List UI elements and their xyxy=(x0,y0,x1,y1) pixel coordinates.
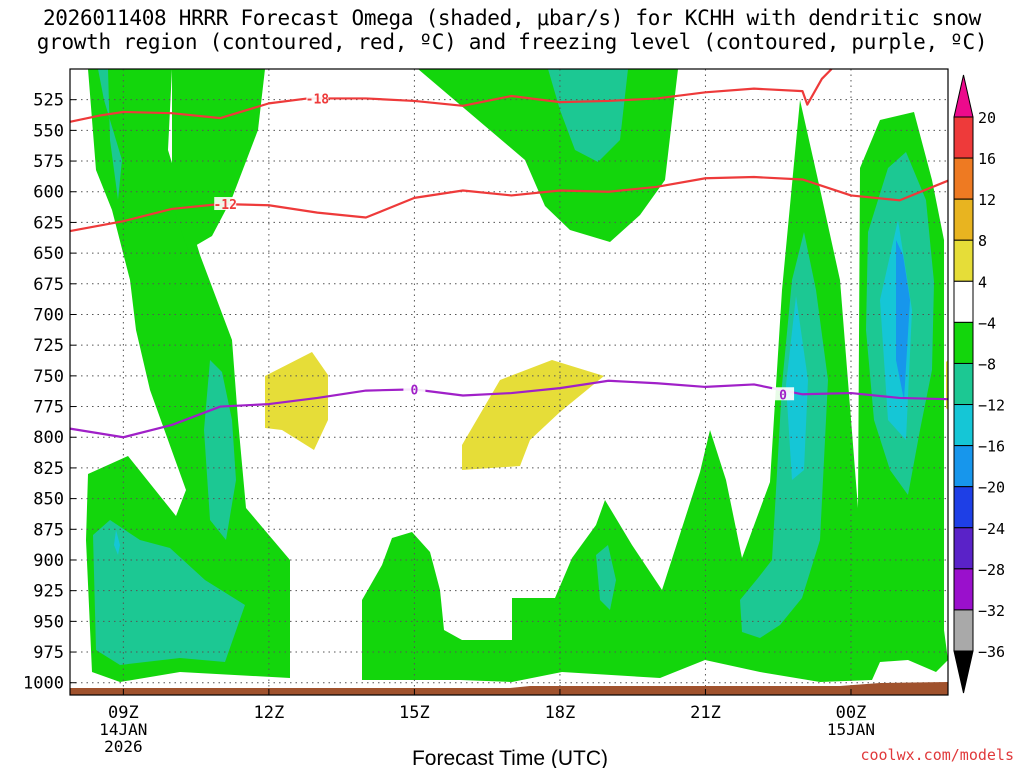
contour-label-bg xyxy=(403,382,426,396)
axes: 525 550 575 600 625 650 675 700 725 750 775 800 825 8… xyxy=(23,68,949,756)
x-tick-label: 15Z xyxy=(399,703,430,723)
x-tick-label: 18Z xyxy=(545,703,576,723)
colorbar-swatch xyxy=(953,321,974,364)
title-line-1: 2026011408 HRRR Forecast Omega (shaded, … xyxy=(42,6,982,30)
colorbar-swatch xyxy=(953,445,974,488)
colorbar-label: −32 xyxy=(978,602,1005,620)
contour-label: -18 xyxy=(306,92,330,107)
omega-region xyxy=(548,69,628,162)
colorbar: 20 16 12 8 4 −4 −8 −12 −16 −20 −24 −28 −32 −36 xyxy=(953,74,1005,694)
y-tick-label: 625 xyxy=(33,213,64,233)
colorbar-label: −8 xyxy=(978,355,996,373)
x-tick-label: 09Z xyxy=(108,703,139,723)
title-line-2: growth region (contoured, red, ºC) and f… xyxy=(36,30,988,54)
y-tick-label: 725 xyxy=(33,336,64,356)
contour-label-bg xyxy=(306,91,329,105)
y-tick-label: 800 xyxy=(33,428,64,448)
y-tick-label: 650 xyxy=(33,244,64,264)
contour-label: -12 xyxy=(213,198,236,213)
chart-title: 2026011408 HRRR Forecast Omega (shaded, … xyxy=(0,6,1024,54)
colorbar-swatch xyxy=(953,239,974,282)
x-axis-label: Forecast Time (UTC) xyxy=(412,747,608,768)
colorbar-bottom-arrow xyxy=(953,650,974,694)
omega-region xyxy=(204,360,236,540)
contour-label-bg xyxy=(772,387,795,401)
contour-line xyxy=(69,379,949,439)
y-tick-label: 975 xyxy=(33,643,64,663)
terrain-band xyxy=(70,682,948,695)
x-tick-label: 00Z xyxy=(836,703,867,723)
colorbar-label: 20 xyxy=(978,109,996,127)
y-tick-label: 775 xyxy=(33,398,64,418)
terrain-surface xyxy=(70,682,948,695)
y-tick-label: 575 xyxy=(33,152,64,172)
colorbar-label: 8 xyxy=(978,232,987,250)
colorbar-swatch xyxy=(953,527,974,570)
colorbar-label: −28 xyxy=(978,561,1005,579)
x-tick-sublabel: 15JAN xyxy=(827,720,875,739)
omega-region xyxy=(462,360,604,470)
contour-line xyxy=(69,68,833,123)
omega-region xyxy=(172,69,265,250)
y-tick-label: 850 xyxy=(33,490,64,510)
x-tick-label: 12Z xyxy=(254,703,285,723)
omega-region xyxy=(114,530,120,555)
colorbar-swatch xyxy=(953,280,974,323)
y-tick-label: 750 xyxy=(33,367,64,387)
colorbar-swatch xyxy=(953,568,974,611)
omega-region xyxy=(896,240,910,400)
omega-region xyxy=(418,69,678,242)
contour-label-bg xyxy=(214,197,237,211)
y-tick-label: 925 xyxy=(33,582,64,602)
watermark: coolwx.com/models xyxy=(860,746,1014,764)
colorbar-swatch xyxy=(953,198,974,241)
colorbar-label: −36 xyxy=(978,643,1005,661)
colorbar-swatch xyxy=(953,116,974,159)
y-tick-label: 550 xyxy=(33,121,64,141)
omega-region xyxy=(98,69,122,200)
colorbar-label: 4 xyxy=(978,273,987,291)
colorbar-label: −12 xyxy=(978,397,1005,415)
colorbar-label: −20 xyxy=(978,479,1005,497)
omega-region xyxy=(596,545,616,610)
x-tick-label: 21Z xyxy=(690,703,721,723)
x-tick-sublabel: 2026 xyxy=(104,737,143,756)
omega-region xyxy=(93,520,245,665)
y-tick-label: 675 xyxy=(33,275,64,295)
colorbar-label: −16 xyxy=(978,438,1005,456)
y-tick-label: 1000 xyxy=(23,674,64,694)
y-tick-label: 950 xyxy=(33,612,64,632)
y-tick-label: 525 xyxy=(33,91,64,111)
omega-region xyxy=(740,232,828,638)
colorbar-label: 12 xyxy=(978,191,996,209)
contour-label: 0 xyxy=(410,383,418,398)
y-tick-label: 875 xyxy=(33,520,64,540)
y-tick-label: 900 xyxy=(33,551,64,571)
temperature-contours: -18 -12 0 0 xyxy=(69,68,949,439)
colorbar-label: −4 xyxy=(978,314,996,332)
plot-frame xyxy=(69,68,949,696)
y-tick-label: 600 xyxy=(33,183,64,203)
y-tick-label: 700 xyxy=(33,305,64,325)
colorbar-swatch xyxy=(953,157,974,200)
colorbar-label: −24 xyxy=(978,520,1005,538)
omega-shading xyxy=(86,69,948,682)
colorbar-swatch xyxy=(953,486,974,529)
colorbar-swatch xyxy=(953,362,974,406)
y-tick-label: 825 xyxy=(33,459,64,479)
omega-region xyxy=(786,296,808,480)
colorbar-label: 16 xyxy=(978,150,996,168)
grid-lines xyxy=(70,69,948,695)
contour-label: 0 xyxy=(779,388,787,403)
x-tick-sublabel: 14JAN xyxy=(99,720,147,739)
colorbar-swatch xyxy=(953,404,974,447)
colorbar-swatch xyxy=(953,609,974,652)
colorbar-top-arrow xyxy=(953,74,974,118)
